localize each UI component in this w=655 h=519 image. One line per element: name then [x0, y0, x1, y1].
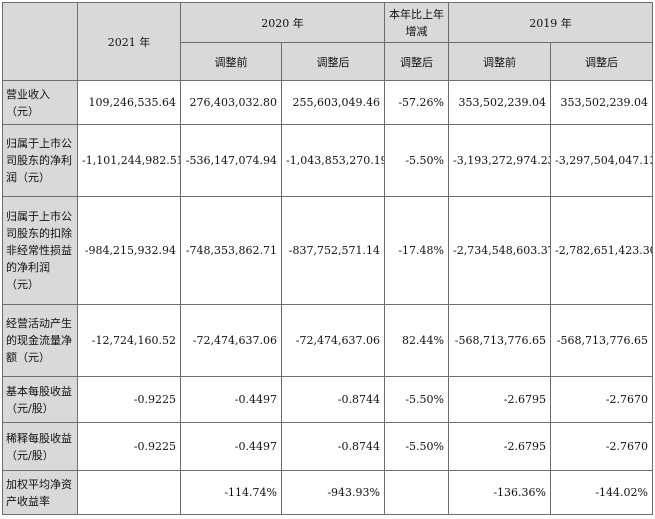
table-row: 经营活动产生的现金流量净额（元） -12,724,160.52 -72,474,… [2, 304, 653, 377]
table-row: 归属于上市公司股东的净利润（元） -1,101,244,982.51 -536,… [2, 124, 653, 197]
cell-2021: -0.9225 [77, 422, 181, 471]
cell-yoy: -5.50% [384, 376, 449, 423]
table-row: 基本每股收益（元/股） -0.9225 -0.4497 -0.8744 -5.5… [2, 376, 653, 423]
cell-2020-after: -1,043,853,270.19 [281, 124, 385, 197]
cell-2021: -1,101,244,982.51 [77, 124, 181, 197]
cell-2019-before: -2.6795 [448, 422, 551, 471]
row-label: 加权平均净资产收益率 [2, 470, 78, 515]
cell-yoy: 82.44% [384, 304, 449, 377]
cell-2020-after: 255,603,049.46 [281, 80, 385, 125]
cell-yoy: -17.48% [384, 196, 449, 305]
cell-2020-before: 276,403,032.80 [180, 80, 282, 125]
cell-2021: -0.9225 [77, 376, 181, 423]
header-row-adjust: 调整前 调整后 调整后 调整前 调整后 [3, 42, 653, 81]
cell-2020-before: -748,353,862.71 [180, 196, 282, 305]
row-label: 基本每股收益（元/股） [2, 376, 78, 423]
cell-2020-after: -837,752,571.14 [281, 196, 385, 305]
header-yoy: 本年比上年增减 [384, 2, 449, 43]
cell-2019-after: -2.7670 [550, 422, 653, 471]
cell-2021 [77, 470, 181, 515]
row-label: 归属于上市公司股东的扣除非经常性损益的净利润（元） [2, 196, 78, 305]
cell-2019-after: -3,297,504,047.13 [550, 124, 653, 197]
table-row: 稀释每股收益（元/股） -0.9225 -0.4497 -0.8744 -5.5… [2, 422, 653, 471]
row-label: 归属于上市公司股东的净利润（元） [2, 124, 78, 197]
header-2020: 2020 年 [180, 2, 385, 43]
cell-yoy: -5.50% [384, 124, 449, 197]
cell-yoy: -5.50% [384, 422, 449, 471]
header-2020-after: 调整后 [281, 42, 385, 81]
cell-2019-after: -2.7670 [550, 376, 653, 423]
header-yoy-after: 调整后 [384, 42, 449, 81]
header-corner-cell [2, 2, 78, 81]
cell-2020-after: -72,474,637.06 [281, 304, 385, 377]
cell-2021: -984,215,932.94 [77, 196, 181, 305]
cell-2020-after: -943.93% [281, 470, 385, 515]
cell-2019-before: -568,713,776.65 [448, 304, 551, 377]
cell-2019-before: -136.36% [448, 470, 551, 515]
cell-yoy [384, 470, 449, 515]
cell-yoy: -57.26% [384, 80, 449, 125]
row-label: 经营活动产生的现金流量净额（元） [2, 304, 78, 377]
cell-2020-before: -0.4497 [180, 422, 282, 471]
cell-2019-after: -144.02% [550, 470, 653, 515]
header-2019: 2019 年 [448, 2, 653, 43]
cell-2020-before: -0.4497 [180, 376, 282, 423]
cell-2019-before: -3,193,272,974.23 [448, 124, 551, 197]
cell-2019-before: -2.6795 [448, 376, 551, 423]
cell-2019-after: -2,782,651,423.30 [550, 196, 653, 305]
header-2019-after: 调整后 [550, 42, 653, 81]
cell-2020-after: -0.8744 [281, 422, 385, 471]
header-row-years: 2021 年 2020 年 本年比上年增减 2019 年 [2, 2, 653, 81]
header-2021: 2021 年 [77, 2, 181, 81]
cell-2020-before: -114.74% [180, 470, 282, 515]
cell-2020-after: -0.8744 [281, 376, 385, 423]
row-label: 营业收入（元） [2, 80, 78, 125]
cell-2021: 109,246,535.64 [77, 80, 181, 125]
cell-2019-before: -2,734,548,603.37 [448, 196, 551, 305]
table-row: 加权平均净资产收益率 -114.74% -943.93% -136.36% -1… [2, 470, 653, 515]
header-2019-before: 调整前 [448, 42, 551, 81]
cell-2020-before: -536,147,074.94 [180, 124, 282, 197]
cell-2021: -12,724,160.52 [77, 304, 181, 377]
header-2020-before: 调整前 [180, 42, 282, 81]
cell-2019-before: 353,502,239.04 [448, 80, 551, 125]
cell-2019-after: -568,713,776.65 [550, 304, 653, 377]
table-row: 归属于上市公司股东的扣除非经常性损益的净利润（元） -984,215,932.9… [2, 196, 653, 305]
cell-2020-before: -72,474,637.06 [180, 304, 282, 377]
row-label: 稀释每股收益（元/股） [2, 422, 78, 471]
cell-2019-after: 353,502,239.04 [550, 80, 653, 125]
table-row: 营业收入（元） 109,246,535.64 276,403,032.80 25… [2, 80, 653, 125]
